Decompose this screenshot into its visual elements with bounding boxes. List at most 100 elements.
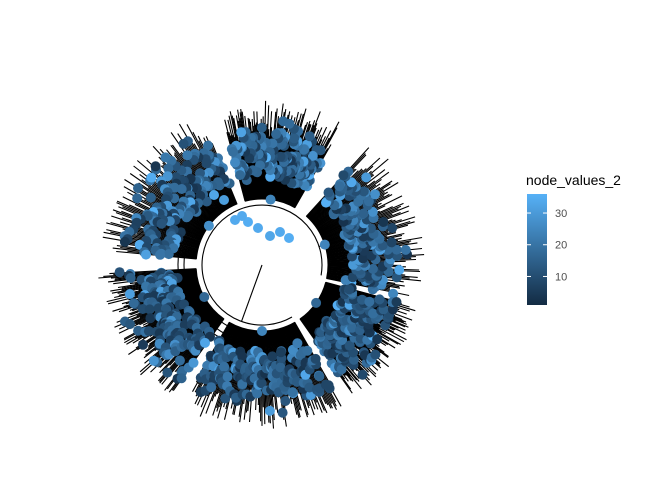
tree-node: [386, 237, 397, 248]
tree-node: [344, 284, 355, 295]
tree-node: [155, 249, 166, 260]
tree-node: [236, 127, 247, 138]
tree-node: [179, 319, 190, 330]
colorbar-ticks: 10 20 30: [527, 208, 567, 283]
tree-node: [201, 158, 212, 169]
tree-node: [370, 349, 381, 360]
tree-node: [237, 351, 248, 362]
legend-title: node_values_2: [526, 172, 621, 188]
tree-node: [230, 157, 240, 168]
tree-node: [344, 340, 355, 351]
legend-tick-label: 30: [555, 208, 567, 220]
tree-node: [400, 244, 411, 255]
tree-node: [125, 319, 135, 330]
tree-node: [252, 388, 263, 399]
tree-node: [357, 369, 368, 380]
tree-node: [310, 353, 321, 364]
legend-tick-label: 20: [555, 240, 567, 252]
tree-node: [370, 189, 380, 200]
tree-node: [302, 345, 313, 356]
tree-node: [264, 405, 275, 416]
tree-node: [141, 249, 151, 260]
tree-node: [145, 313, 156, 324]
tree-node: [323, 380, 334, 391]
tree-node: [304, 131, 315, 142]
tree-node: [235, 170, 245, 181]
tree-node: [347, 251, 357, 262]
tree-node: [182, 150, 193, 161]
tree-edge: [98, 269, 197, 279]
tree-node: [176, 373, 187, 384]
tree-node: [203, 140, 213, 151]
tree-node: [163, 163, 174, 174]
tree-node: [219, 195, 229, 205]
tree-node: [278, 116, 289, 127]
tree-node: [347, 272, 358, 283]
tree-node: [220, 393, 231, 404]
tree-node: [361, 172, 372, 183]
colorbar: [527, 194, 547, 305]
tree-edge: [115, 212, 201, 244]
tree-edge: [201, 204, 323, 326]
tree-node: [144, 304, 155, 315]
tree-node: [394, 265, 405, 275]
tree-node: [256, 378, 267, 389]
color-legend: node_values_2 10 20 30: [526, 172, 621, 305]
tree-node: [265, 231, 275, 241]
tree-node: [319, 239, 330, 250]
tree-node: [200, 337, 210, 348]
tree-node: [334, 181, 345, 192]
tree-node: [372, 334, 383, 345]
tree-node: [323, 187, 334, 198]
tree-node: [228, 146, 238, 157]
tree-nodes: [114, 116, 412, 418]
tree-node: [289, 133, 300, 144]
tree-node: [124, 289, 135, 299]
tree-node: [391, 244, 402, 255]
tree-node: [163, 249, 174, 260]
tree-node: [128, 298, 139, 309]
tree-node: [280, 396, 291, 406]
tree-node: [146, 172, 157, 183]
tree-node: [365, 223, 376, 234]
tree-node: [257, 326, 267, 336]
tree-node: [203, 220, 214, 231]
tree-node: [174, 355, 185, 366]
tree-node: [253, 223, 263, 233]
tree-node: [237, 211, 247, 221]
legend-tick-label: 10: [555, 271, 567, 283]
tree-node: [219, 361, 230, 372]
tree-node: [145, 192, 156, 203]
tree-node: [150, 161, 161, 172]
tree-node: [178, 138, 189, 149]
tree-node: [378, 217, 389, 227]
tree-node: [374, 294, 385, 305]
tree-node: [327, 348, 338, 359]
tree-node: [209, 190, 219, 200]
tree-node: [277, 407, 288, 418]
tree-node: [311, 297, 322, 308]
tree-edge: [130, 226, 199, 248]
tree-node: [271, 129, 282, 140]
tree-node: [156, 218, 167, 229]
tree-node: [256, 122, 267, 133]
tree-node: [148, 355, 159, 366]
tree-node: [391, 297, 402, 307]
tree-node: [201, 196, 212, 207]
tree-edge: [315, 178, 382, 228]
tree-node: [133, 183, 143, 194]
tree-node: [160, 152, 171, 163]
tree-node: [275, 227, 285, 237]
tree-edge: [138, 182, 208, 229]
tree-node: [276, 347, 286, 358]
tree-node: [138, 339, 148, 350]
tree-node: [314, 371, 325, 382]
tree-node: [222, 371, 233, 382]
tree-node: [132, 193, 143, 204]
tree-node: [119, 236, 130, 247]
tree-node: [338, 170, 349, 181]
tree-node: [143, 326, 154, 337]
tree-node: [287, 387, 298, 398]
tree-node: [364, 296, 375, 307]
